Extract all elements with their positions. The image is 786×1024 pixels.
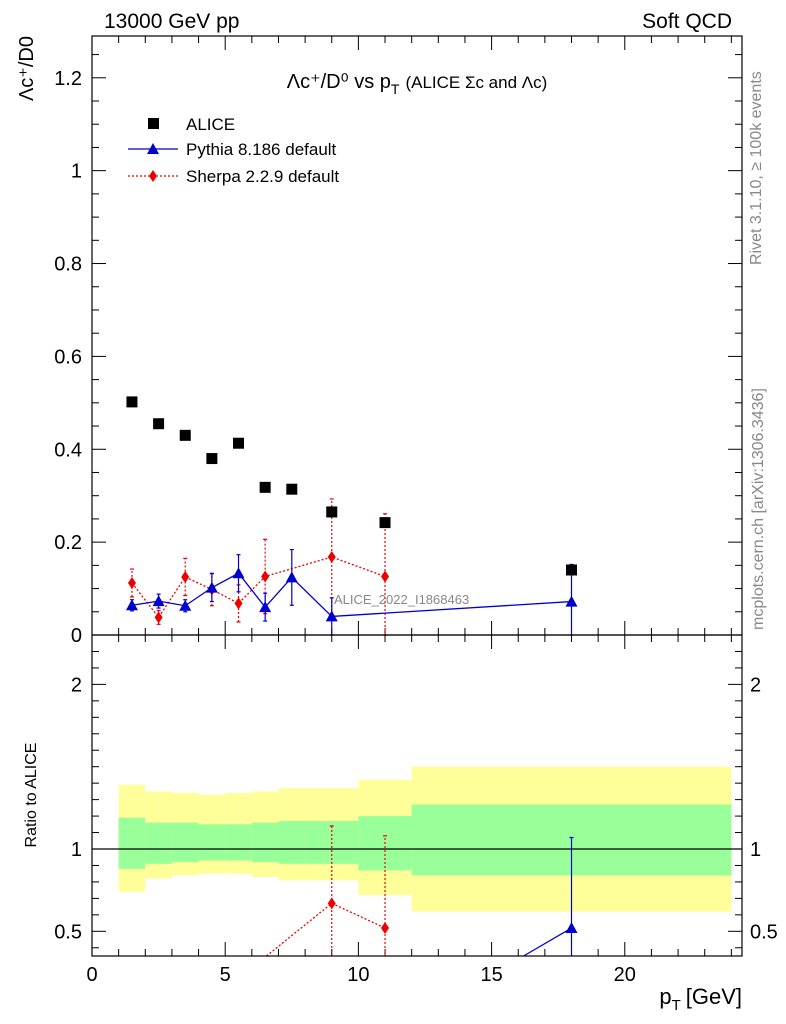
x-axis-label: pT [GeV] bbox=[659, 984, 742, 1014]
chart-title: Λc⁺/D⁰ vs pT (ALICE Σc and Λc) bbox=[287, 71, 548, 97]
pythia-point bbox=[285, 571, 298, 583]
legend-item-alice: ALICE bbox=[148, 115, 235, 134]
y-tick-label: 1 bbox=[71, 161, 82, 183]
chart-title-main: Λc⁺/D⁰ vs p bbox=[287, 71, 391, 93]
chart-title-note: (ALICE Σc and Λc) bbox=[405, 73, 547, 92]
ratio-green-band bbox=[278, 821, 306, 864]
y-tick-label: 0.4 bbox=[54, 439, 82, 461]
ratio-green-band bbox=[118, 817, 146, 869]
sherpa-point bbox=[234, 597, 243, 610]
ratio-uncertainty-bands bbox=[92, 766, 742, 912]
alice-point bbox=[259, 481, 271, 493]
ratio-green-band bbox=[145, 822, 172, 864]
ratio-axis-ticks: 0.5 0.51 12 20 5 10 15 20 bbox=[54, 635, 778, 986]
sherpa-point bbox=[181, 570, 190, 583]
legend-item-sherpa: Sherpa 2.2.9 default bbox=[128, 167, 339, 186]
alice-point bbox=[126, 396, 138, 408]
y-tick-label: 0.6 bbox=[54, 346, 82, 368]
legend-label-sherpa: Sherpa 2.2.9 default bbox=[186, 167, 339, 186]
ratio-green-band bbox=[171, 822, 199, 863]
rivet-label: Rivet 3.1.10, ≥ 100k events bbox=[748, 71, 765, 265]
x-tick-label: 20 bbox=[614, 964, 636, 986]
alice-point bbox=[379, 517, 391, 529]
sherpa-point bbox=[127, 576, 136, 589]
ratio-panel: 0.5 0.51 12 20 5 10 15 20 Ratio to ALICE pT [GeV… bbox=[23, 634, 778, 1014]
ratio-y-tick-label-left: 0.5 bbox=[54, 921, 82, 943]
sherpa-point bbox=[261, 570, 270, 583]
ratio-sherpa-point bbox=[381, 922, 390, 935]
mcplots-label: mcplots.cern.ch [arXiv:1306.3436] bbox=[750, 388, 767, 630]
ratio-data-marks bbox=[266, 825, 578, 957]
chart-title-sub: T bbox=[391, 81, 400, 97]
legend: ALICE Pythia 8.186 default Sherpa 2.2.9 … bbox=[128, 115, 339, 186]
ratio-y-tick-label-right: 0.5 bbox=[750, 921, 778, 943]
pythia-point bbox=[325, 610, 338, 622]
main-panel: 0 0.2 0.4 0.6 0.8 1 1.2 ALICE_2022_I1868463 Λc… bbox=[16, 35, 743, 647]
legend-item-pythia: Pythia 8.186 default bbox=[128, 140, 337, 159]
ratio-sherpa-point bbox=[327, 897, 336, 910]
header: 13000 GeV pp Soft QCD bbox=[104, 10, 732, 33]
ratio-y-tick-label-left: 2 bbox=[71, 674, 82, 696]
ratio-green-band bbox=[198, 824, 226, 861]
alice-point bbox=[233, 437, 245, 449]
ratio-y-tick-label-right: 1 bbox=[750, 839, 761, 861]
ratio-frame bbox=[91, 634, 743, 957]
x-axis-label-sub: T bbox=[672, 997, 681, 1014]
y-tick-label: 0 bbox=[71, 625, 82, 647]
ratio-y-axis-label: Ratio to ALICE bbox=[23, 743, 40, 848]
header-left: 13000 GeV pp bbox=[104, 10, 239, 33]
x-axis-label-main: p bbox=[659, 984, 671, 1009]
x-tick-label: 15 bbox=[480, 964, 502, 986]
y-tick-label: 1.2 bbox=[54, 68, 82, 90]
ratio-pythia-point bbox=[565, 922, 578, 934]
main-axis-ticks: 0 0.2 0.4 0.6 0.8 1 1.2 bbox=[54, 36, 742, 647]
sherpa-point bbox=[327, 550, 336, 563]
legend-marker-triangle bbox=[147, 143, 159, 154]
alice-point bbox=[206, 453, 218, 465]
x-axis-label-unit: [GeV] bbox=[686, 984, 742, 1009]
pythia-point bbox=[205, 581, 218, 593]
pythia-point bbox=[565, 595, 578, 607]
y-tick-label: 0.8 bbox=[54, 254, 82, 276]
y-tick-label: 0.2 bbox=[54, 532, 82, 554]
sherpa-point bbox=[154, 611, 163, 624]
ratio-y-tick-label-right: 2 bbox=[750, 674, 761, 696]
watermark: ALICE_2022_I1868463 bbox=[334, 592, 469, 607]
alice-point bbox=[153, 418, 165, 430]
ratio-green-band bbox=[225, 824, 252, 861]
alice-point bbox=[326, 506, 338, 518]
alice-point bbox=[566, 564, 578, 576]
pythia-point bbox=[125, 599, 138, 611]
alice-point bbox=[179, 429, 191, 441]
header-right: Soft QCD bbox=[642, 10, 732, 33]
alice-point bbox=[286, 483, 298, 495]
sherpa-line bbox=[131, 556, 386, 619]
pythia-point bbox=[179, 599, 192, 611]
pythia-point bbox=[232, 567, 245, 579]
main-data-marks bbox=[125, 396, 578, 636]
ratio-pythia-line bbox=[523, 927, 572, 957]
ratio-y-tick-label-left: 1 bbox=[71, 839, 82, 861]
legend-marker-square bbox=[148, 118, 159, 129]
ratio-green-band bbox=[251, 822, 279, 863]
legend-marker-diamond bbox=[149, 170, 157, 182]
x-tick-label: 5 bbox=[220, 964, 231, 986]
sherpa-point bbox=[381, 570, 390, 583]
main-y-axis-label: Λc⁺/D0 bbox=[16, 36, 38, 101]
x-tick-label: 0 bbox=[86, 964, 97, 986]
legend-label-alice: ALICE bbox=[186, 115, 235, 134]
ratio-sherpa-line bbox=[266, 902, 386, 957]
legend-label-pythia: Pythia 8.186 default bbox=[186, 140, 337, 159]
pythia-point bbox=[152, 595, 165, 607]
x-tick-label: 10 bbox=[347, 964, 369, 986]
pythia-point bbox=[259, 601, 272, 613]
